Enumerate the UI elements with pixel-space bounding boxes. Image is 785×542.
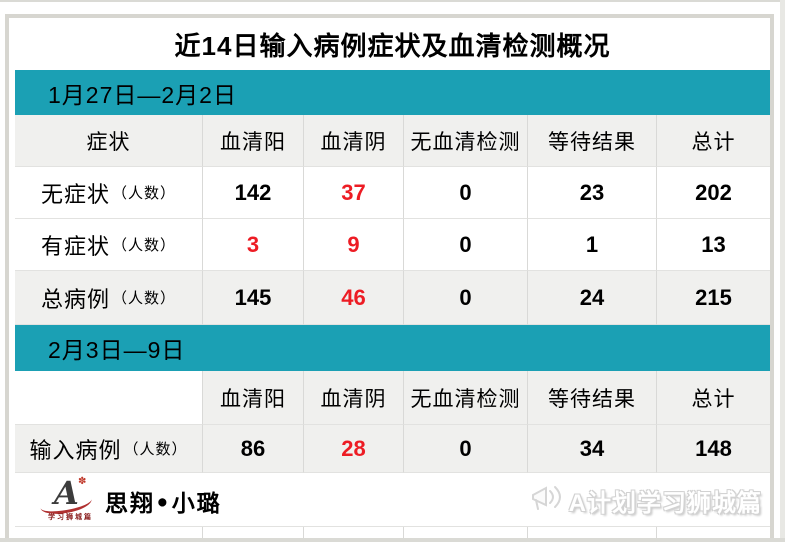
column-header-pending-results: 等待结果 <box>527 115 656 167</box>
table-cell: 24 <box>527 271 656 325</box>
column-header-no-serum-test: 无血清检测 <box>403 371 527 425</box>
logo-seal-icon: ✽ <box>78 476 87 487</box>
column-header-blank <box>15 371 202 425</box>
table-cell: 0 <box>403 167 527 219</box>
table-cell <box>15 527 202 538</box>
table-row-imported-cases: 输入病例 （人数） 86 28 0 34 148 <box>15 425 770 473</box>
column-header-pending-results: 等待结果 <box>527 371 656 425</box>
table-cell: 34 <box>527 425 656 473</box>
row-label-suffix: （人数） <box>123 440 188 458</box>
report-card: 近14日输入病例症状及血清检测概况 1月27日—2月2日 症状 血清阳 血清阴 … <box>5 14 774 542</box>
table-cell: 215 <box>656 271 770 325</box>
table-cell <box>656 527 770 538</box>
table-cell <box>303 527 403 538</box>
period-label-week2: 2月3日—9日 <box>48 337 186 363</box>
watermark-text: A计划学习狮城篇 <box>568 490 762 517</box>
row-label-suffix: （人数） <box>112 236 177 254</box>
period-label-week1: 1月27日—2月2日 <box>48 81 237 108</box>
table-cell: 9 <box>303 219 403 271</box>
column-header-total: 总计 <box>656 371 770 425</box>
page-title: 近14日输入病例症状及血清检测概况 <box>174 30 611 61</box>
row-label-suffix: （人数） <box>112 289 177 307</box>
page-bottom-edge <box>0 538 785 542</box>
table-cell: 0 <box>403 219 527 271</box>
table-cell: 28 <box>303 425 403 473</box>
column-header-total: 总计 <box>656 115 770 167</box>
table-empty-row <box>15 527 770 538</box>
column-header-symptom: 症状 <box>15 115 202 167</box>
table-cell: 86 <box>202 425 303 473</box>
table-cell: 148 <box>656 425 770 473</box>
row-label: 输入病例 （人数） <box>15 425 202 473</box>
row-label: 无症状 （人数） <box>15 167 202 219</box>
column-header-serum-positive: 血清阳 <box>202 115 303 167</box>
column-header-serum-positive: 血清阳 <box>202 371 303 425</box>
logo-letter: A <box>54 474 79 512</box>
table-week1-header-row: 症状 血清阳 血清阴 无血清检测 等待结果 总计 <box>15 115 770 167</box>
table-cell: 13 <box>656 219 770 271</box>
brand-name: 思翔•小璐 <box>105 490 222 517</box>
megaphone-icon <box>529 483 565 518</box>
column-header-serum-negative: 血清阴 <box>303 371 403 425</box>
report-content: 近14日输入病例症状及血清检测概况 1月27日—2月2日 症状 血清阳 血清阴 … <box>15 18 770 538</box>
table-row-symptomatic: 有症状 （人数） 3 9 0 1 13 <box>15 219 770 271</box>
column-header-no-serum-test: 无血清检测 <box>403 115 527 167</box>
table-cell: 142 <box>202 167 303 219</box>
row-label: 有症状 （人数） <box>15 219 202 271</box>
table-row-total-cases: 总病例 （人数） 145 46 0 24 215 <box>15 271 770 325</box>
table-cell <box>403 527 527 538</box>
table-cell: 23 <box>527 167 656 219</box>
table-cell: 37 <box>303 167 403 219</box>
row-label: 总病例 （人数） <box>15 271 202 325</box>
table-cell: 3 <box>202 219 303 271</box>
table-cell: 46 <box>303 271 403 325</box>
table-cell: 202 <box>656 167 770 219</box>
table-week2: 血清阳 血清阴 无血清检测 等待结果 总计 输入病例 （人数） 86 28 0 3… <box>15 371 770 473</box>
period-band-week2: 2月3日—9日 <box>15 325 770 371</box>
table-row-asymptomatic: 无症状 （人数） 142 37 0 23 202 <box>15 167 770 219</box>
table-cell: 1 <box>527 219 656 271</box>
table-cell: 0 <box>403 271 527 325</box>
column-header-serum-negative: 血清阴 <box>303 115 403 167</box>
table-cell: 0 <box>403 425 527 473</box>
page-top-edge <box>0 0 785 2</box>
table-week2-header-row: 血清阳 血清阴 无血清检测 等待结果 总计 <box>15 371 770 425</box>
row-label-suffix: （人数） <box>112 184 177 202</box>
footer-bar: A ✽ 学习狮城篇 思翔•小璐 A计划学习狮城篇 <box>15 473 770 527</box>
watermark: A计划学习狮城篇 <box>529 483 762 518</box>
brand-logo: A ✽ 学习狮城篇 <box>38 474 102 524</box>
table-week1: 症状 血清阳 血清阴 无血清检测 等待结果 总计 无症状 （人数） 142 37 … <box>15 115 770 325</box>
table-cell <box>202 527 303 538</box>
page-right-edge <box>780 0 785 542</box>
period-band-week1: 1月27日—2月2日 <box>15 70 770 115</box>
table-cell: 145 <box>202 271 303 325</box>
table-cell <box>527 527 656 538</box>
logo-subtext: 学习狮城篇 <box>48 514 93 521</box>
